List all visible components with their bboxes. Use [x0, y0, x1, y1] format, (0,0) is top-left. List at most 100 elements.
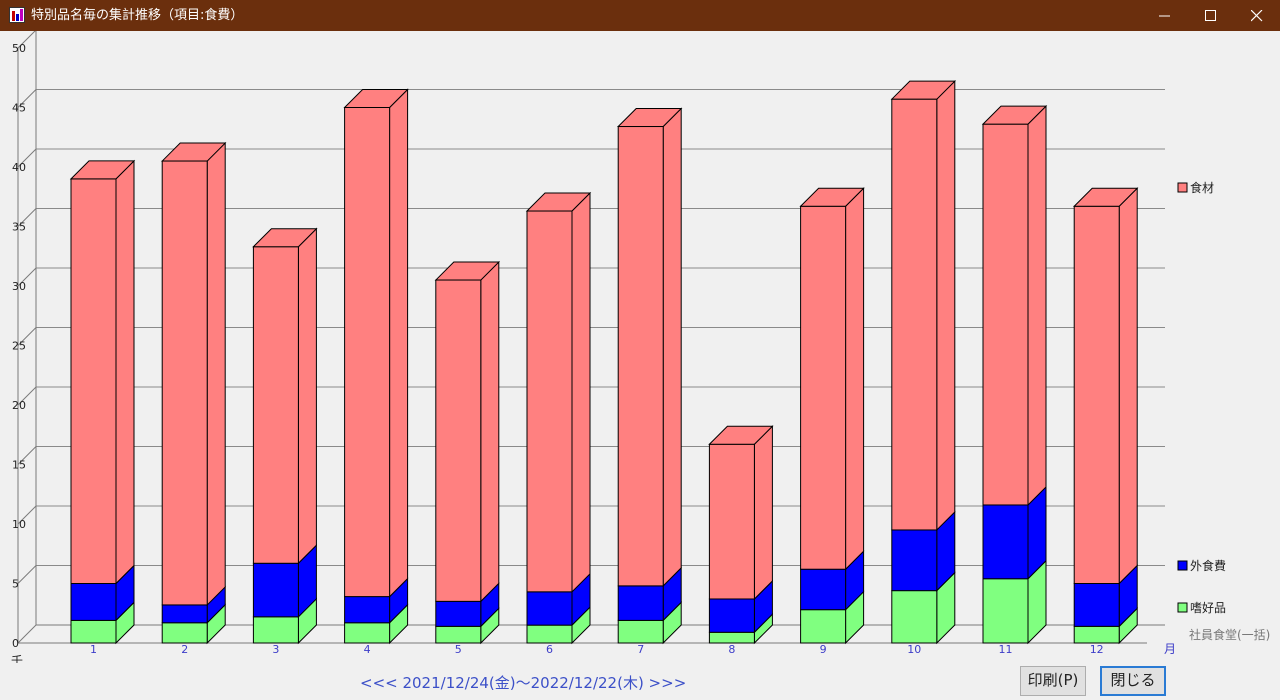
bar-side	[115, 159, 135, 585]
maximize-button[interactable]	[1188, 0, 1234, 31]
close-icon	[1251, 10, 1263, 22]
bar-side	[297, 227, 317, 565]
date-range-nav[interactable]: <<< 2021/12/24(金)～2022/12/22(木) >>>	[360, 674, 687, 692]
bar-segment	[526, 591, 573, 626]
bar-top	[799, 187, 865, 207]
bar-segment	[70, 619, 117, 644]
y-tick-label: 5	[12, 578, 19, 591]
bar-segment	[161, 604, 208, 624]
y-tick-label: 20	[12, 399, 26, 412]
bar-top	[1072, 187, 1139, 207]
gridline-diagonal	[17, 31, 36, 49]
gridline-diagonal	[17, 505, 37, 525]
title-bar: 特別品名毎の集計推移（項目:食費）	[0, 0, 1280, 31]
bar-top	[890, 80, 957, 100]
y-tick-label: 50	[12, 42, 26, 55]
bar-segment	[800, 568, 847, 611]
bar-segment	[252, 562, 299, 618]
bar-side	[753, 425, 773, 601]
bar-top	[981, 105, 1048, 125]
y-tick-label: 25	[12, 340, 26, 353]
gridline-diagonal	[17, 327, 37, 346]
y-tick-label: 15	[12, 459, 26, 472]
legend-label: 外食費	[1190, 558, 1226, 573]
x-unit-label: 月	[1164, 642, 1176, 656]
bar-side	[845, 187, 865, 571]
bar-segment	[708, 598, 755, 633]
y-tick-label: 10	[12, 518, 26, 531]
bar-chart-app-icon[interactable]	[9, 7, 25, 23]
y-axis: 0 5 10 15 20 25 30 35 40 45 50 千	[11, 42, 26, 663]
bar-segment	[435, 625, 482, 644]
bar-segment	[982, 578, 1029, 644]
x-tick-label: 5	[455, 643, 462, 656]
close-button[interactable]: 閉じる	[1100, 666, 1166, 696]
legend-label: 社員食堂(一括)	[1189, 627, 1270, 642]
bar-top	[708, 425, 774, 445]
bar-segment	[526, 210, 573, 593]
x-tick-label: 10	[907, 643, 921, 656]
bar-segment	[800, 205, 847, 570]
bar-segment	[617, 585, 664, 621]
x-tick-label: 12	[1090, 643, 1104, 656]
gridline-diagonal	[17, 267, 37, 287]
legend-label: 食材	[1190, 180, 1214, 195]
y-unit-label: 千	[11, 654, 23, 663]
x-axis: 1 2 3 4 5 6 7 8 9 10 11 12 月	[90, 642, 1176, 656]
x-tick-label: 3	[272, 643, 279, 656]
bar-segment	[617, 619, 664, 644]
gridline-diagonal	[17, 565, 37, 584]
bar-segment	[435, 600, 482, 627]
x-tick-label: 9	[820, 643, 827, 656]
bar-side	[206, 141, 226, 607]
print-button[interactable]: 印刷(P)	[1020, 666, 1086, 696]
bar-side	[1027, 104, 1047, 507]
bar-segment	[435, 279, 482, 602]
bar-segment	[708, 631, 755, 644]
y-tick-label: 30	[12, 280, 26, 293]
legend-swatch	[1177, 560, 1188, 571]
bars	[69, 79, 1139, 645]
gridline-diagonal	[17, 208, 37, 227]
bar-segment	[1073, 205, 1120, 585]
gridline-diagonal	[17, 89, 37, 108]
y-tick-label: 45	[12, 102, 26, 115]
bar-segment	[344, 622, 391, 644]
bar-top	[69, 160, 136, 180]
bar-side	[662, 107, 682, 588]
bar-top	[343, 89, 409, 108]
x-tick-label: 2	[181, 643, 188, 656]
bar-segment	[344, 107, 391, 598]
bar-segment	[1073, 625, 1120, 644]
x-tick-label: 11	[999, 643, 1013, 656]
x-tick-label: 7	[637, 643, 644, 656]
bar-segment	[161, 160, 208, 606]
x-tick-label: 1	[90, 643, 97, 656]
bar-segment	[70, 583, 117, 621]
bar-segment	[344, 596, 391, 624]
bar-side	[389, 88, 409, 598]
bar-side	[1118, 187, 1138, 585]
x-tick-label: 6	[546, 643, 553, 656]
bar-side	[480, 260, 500, 603]
legend-swatch	[1177, 182, 1188, 193]
bar-side	[571, 191, 591, 594]
y-tick-label: 0	[12, 637, 19, 650]
bar-segment	[617, 126, 664, 587]
maximize-icon	[1205, 10, 1216, 21]
x-tick-label: 4	[364, 643, 371, 656]
minimize-button[interactable]	[1142, 0, 1188, 31]
legend-label: 嗜好品	[1190, 601, 1226, 615]
y-tick-label: 35	[12, 221, 26, 234]
bar-segment	[800, 609, 847, 644]
bar-top	[252, 228, 318, 248]
bar-segment	[891, 590, 938, 644]
bar-segment	[891, 529, 938, 592]
bar-segment	[891, 98, 938, 531]
close-window-button[interactable]	[1234, 0, 1280, 31]
bar-segment	[70, 178, 117, 584]
bar-segment	[252, 616, 299, 644]
window-title: 特別品名毎の集計推移（項目:食費）	[31, 8, 244, 23]
